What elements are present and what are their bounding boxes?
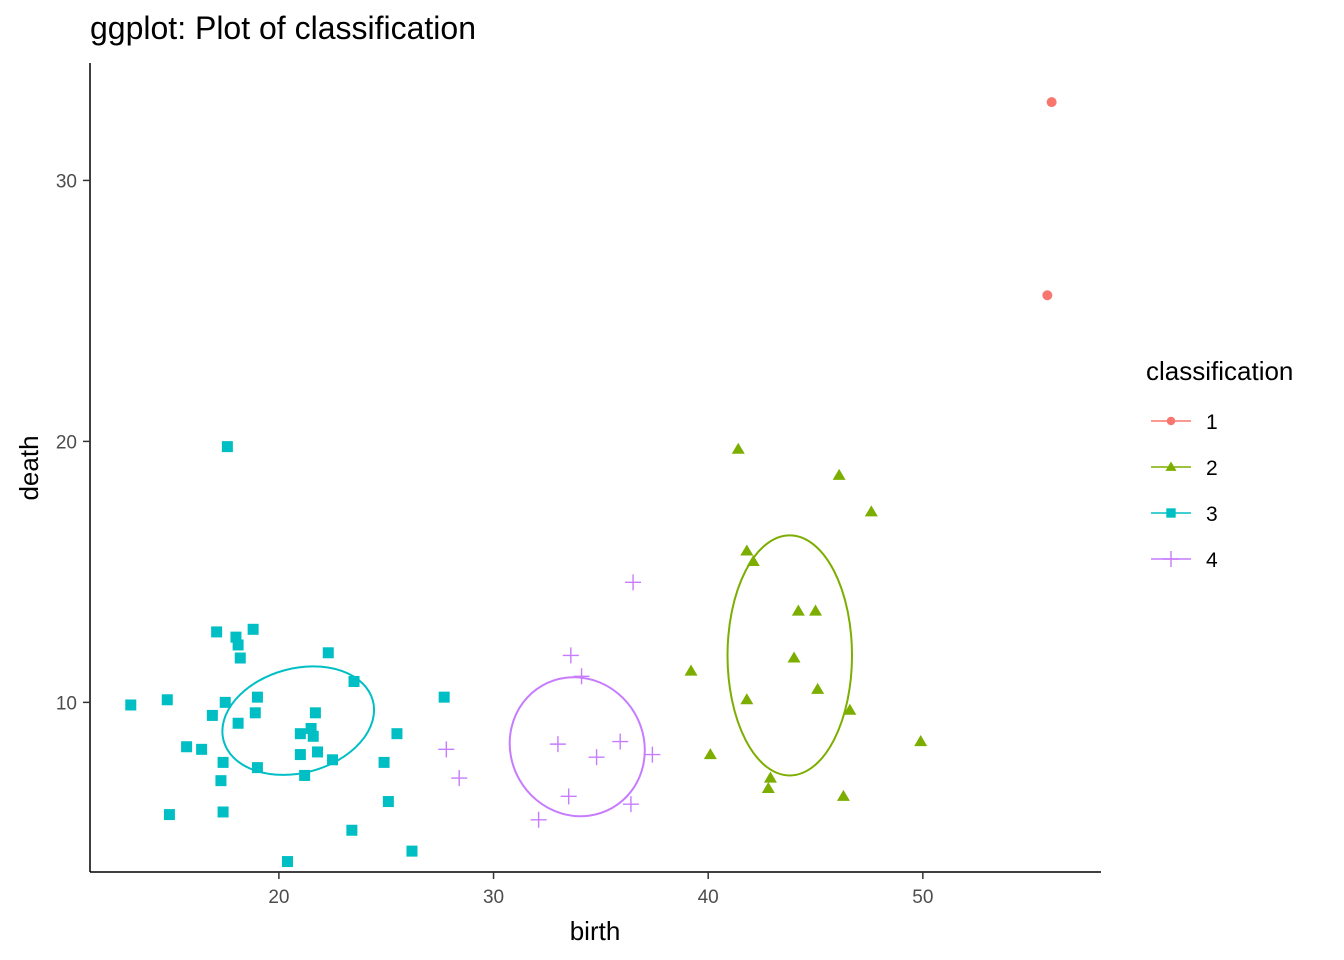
point-class-3-36: [281, 856, 293, 868]
point-class-3-28: [251, 762, 263, 774]
point-class-3-25: [217, 756, 229, 768]
point-class-3-15: [309, 707, 321, 719]
x-tick-label-20: 20: [268, 887, 289, 908]
point-class-2-3: [740, 544, 754, 556]
x-axis-title: birth: [570, 916, 621, 946]
point-class-1-1: [1042, 290, 1053, 301]
point-class-3-27: [378, 756, 390, 768]
point-class-3-32: [163, 809, 175, 821]
point-class-3-23: [294, 749, 306, 761]
legend-label-1: 1: [1206, 411, 1218, 434]
point-class-4-1: [562, 647, 579, 664]
point-class-4-2: [573, 668, 590, 685]
point-class-3-5: [234, 652, 246, 664]
axes-layer: 20 30 40 50 10 20 30: [56, 63, 1101, 908]
point-class-3-3: [230, 631, 242, 643]
point-class-3-17: [305, 722, 317, 734]
point-class-2-16: [836, 789, 850, 801]
point-class-2-7: [787, 651, 801, 663]
point-class-2-1: [832, 468, 846, 480]
point-class-3-8: [125, 699, 137, 711]
point-class-3-21: [181, 741, 193, 753]
point-class-3-18: [391, 728, 403, 740]
point-class-2-14: [763, 771, 777, 783]
ellipse-class-2: [726, 534, 854, 777]
point-class-2-0: [731, 442, 745, 454]
point-class-4-11: [530, 811, 547, 828]
legend-label-4: 4: [1206, 549, 1218, 572]
y-axis-title: death: [14, 435, 44, 500]
point-class-3-31: [382, 796, 394, 808]
point-class-4-10: [622, 796, 639, 813]
point-class-3-22: [196, 743, 208, 755]
point-class-4-3: [438, 741, 455, 758]
point-class-3-26: [327, 754, 339, 766]
point-class-3-24: [312, 746, 324, 758]
point-class-3-0: [221, 441, 233, 453]
point-class-2-6: [809, 604, 823, 616]
point-class-4-6: [612, 733, 629, 750]
y-tick-label-10: 10: [56, 693, 77, 714]
point-class-3-19: [294, 728, 306, 740]
point-class-3-4: [232, 639, 244, 651]
point-class-2-2: [864, 505, 878, 517]
ellipses-layer: [221, 534, 854, 818]
point-class-2-4: [746, 554, 760, 566]
point-class-4-5: [549, 736, 566, 753]
point-class-3-30: [215, 775, 227, 787]
point-class-3-7: [348, 675, 360, 687]
point-class-3-29: [299, 769, 311, 781]
point-class-1-0: [1046, 97, 1057, 108]
point-class-2-5: [791, 604, 805, 616]
legend-key-1: [1166, 416, 1176, 426]
points-layer: [125, 97, 1057, 868]
point-class-3-34: [346, 824, 358, 836]
legend-key-2: [1165, 461, 1177, 471]
point-class-3-16: [232, 717, 244, 729]
x-tick-label-40: 40: [698, 887, 719, 908]
point-class-3-10: [219, 696, 231, 708]
point-class-3-14: [249, 707, 261, 719]
point-class-3-12: [438, 691, 450, 703]
legend-label-2: 2: [1206, 457, 1218, 480]
point-class-4-0: [625, 574, 642, 591]
point-class-2-8: [684, 664, 698, 676]
point-class-3-35: [406, 845, 418, 857]
point-class-3-6: [322, 647, 334, 659]
point-class-2-12: [914, 735, 928, 747]
point-class-2-11: [843, 703, 857, 715]
ellipse-class-3: [221, 665, 376, 776]
point-class-4-7: [588, 749, 605, 766]
point-class-3-20: [307, 730, 319, 742]
point-class-4-8: [644, 746, 661, 763]
y-tick-label-20: 20: [56, 432, 77, 453]
x-tick-label-30: 30: [483, 887, 504, 908]
legend-key-3: [1166, 508, 1176, 518]
point-class-2-15: [761, 781, 775, 794]
point-class-4-4: [451, 770, 468, 787]
point-class-2-9: [811, 682, 825, 694]
point-class-2-10: [740, 693, 754, 705]
x-tick-label-50: 50: [912, 887, 933, 908]
ellipse-class-4: [508, 676, 646, 818]
point-class-3-9: [161, 694, 173, 706]
point-class-4-9: [560, 788, 577, 805]
y-tick-label-30: 30: [56, 171, 77, 192]
point-class-2-13: [703, 748, 717, 760]
point-class-3-11: [251, 691, 263, 703]
point-class-3-1: [211, 626, 223, 638]
legend-title: classification: [1146, 356, 1293, 386]
legend-label-3: 3: [1206, 503, 1218, 526]
point-class-3-13: [206, 709, 218, 721]
chart-title: ggplot: Plot of classification: [90, 10, 476, 46]
legend: classification 1 2 3 4: [1146, 356, 1293, 572]
point-class-3-2: [247, 623, 259, 635]
point-class-3-33: [217, 806, 229, 818]
legend-key-4: [1163, 551, 1179, 567]
